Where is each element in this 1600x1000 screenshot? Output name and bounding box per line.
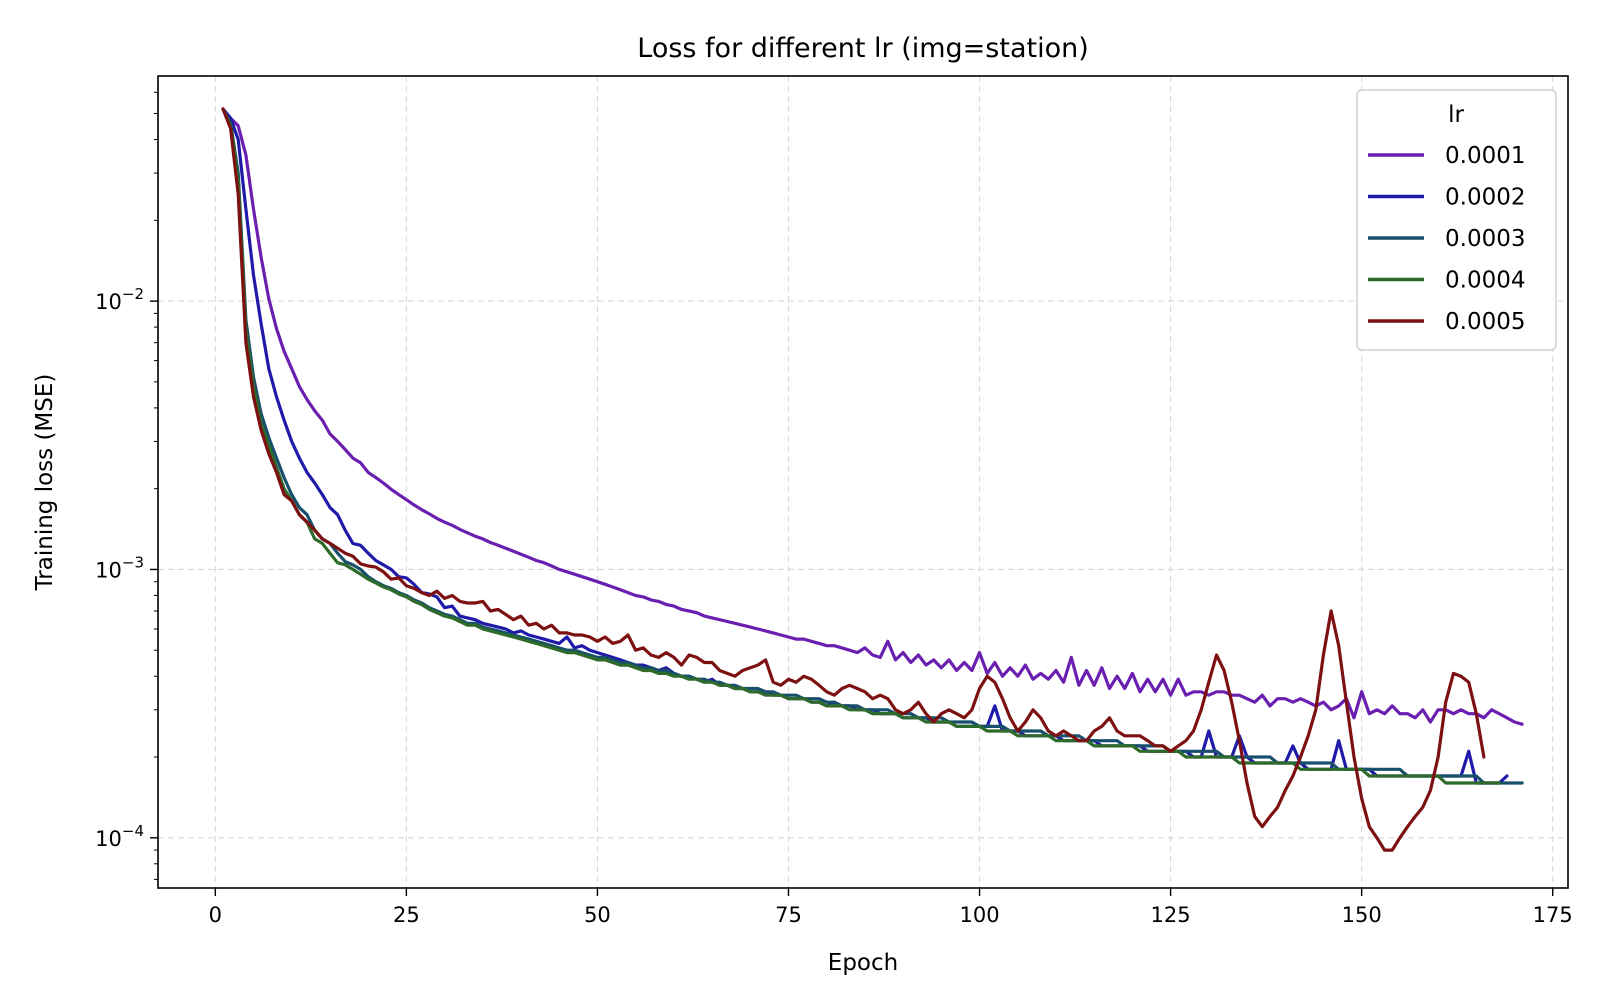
legend-label: 0.0001 (1445, 143, 1525, 169)
x-tick-label: 100 (959, 903, 999, 927)
series-line-0.0001 (221, 107, 1524, 726)
y-tick-base: 10 (95, 827, 122, 851)
plot-frame (157, 75, 1569, 889)
x-tick-label: 150 (1342, 903, 1382, 927)
y-axis-label: Training loss (MSE) (32, 374, 58, 592)
x-tick-label: 125 (1151, 903, 1191, 927)
y-tick-label: 10−4 (95, 822, 144, 851)
x-tick-label: 50 (584, 903, 611, 927)
y-tick-base: 10 (95, 558, 122, 582)
series-line-0.0004 (221, 107, 1501, 785)
y-tick-exponent: −3 (122, 553, 144, 571)
legend-label: 0.0005 (1445, 309, 1525, 335)
y-tick-label: 10−3 (95, 553, 144, 582)
y-tick-base: 10 (95, 290, 122, 314)
series-group (221, 107, 1524, 852)
x-tick-label: 25 (393, 903, 420, 927)
legend-label: 0.0003 (1445, 226, 1525, 252)
x-tick-label: 0 (209, 903, 222, 927)
chart-title: Loss for different lr (img=station) (637, 33, 1089, 64)
x-axis: 0 25 50 75 100 125 150 175 (209, 888, 1573, 927)
x-tick-label: 75 (775, 903, 802, 927)
x-axis-label: Epoch (828, 950, 898, 976)
legend: lr 0.0001 0.0002 0.0003 0.0004 0.0005 (1356, 89, 1557, 351)
legend-label: 0.0004 (1445, 268, 1525, 294)
y-tick-exponent: −4 (122, 822, 144, 840)
y-tick-exponent: −2 (122, 285, 144, 303)
legend-title: lr (1448, 102, 1464, 128)
y-tick-label: 10−2 (95, 285, 144, 314)
y-axis: 10−210−310−4 (95, 91, 158, 880)
series-line-0.0005 (221, 107, 1486, 852)
x-tick-label: 175 (1533, 903, 1573, 927)
grid (158, 76, 1568, 888)
legend-label: 0.0002 (1445, 185, 1525, 211)
